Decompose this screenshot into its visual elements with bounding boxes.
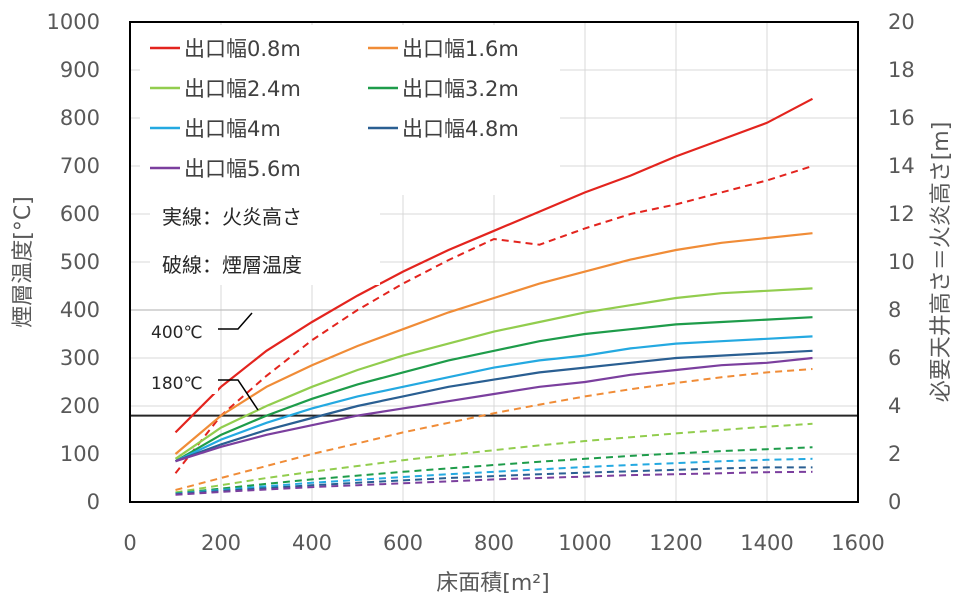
x-tick-labels: 0 200 400 600 800 1000 1200 1400 1600 <box>123 531 884 555</box>
legend-label: 出口幅0.8m <box>184 37 301 61</box>
series-lines <box>174 97 814 496</box>
y-left-tick-label: 0 <box>87 490 100 514</box>
series-smoke-temp-0 <box>174 165 813 474</box>
series-flame-height-4 <box>175 335 813 463</box>
y-left-tick-label: 400 <box>60 298 100 322</box>
legend-label: 出口幅5.6m <box>184 157 301 181</box>
label-180: 180℃ <box>151 374 203 394</box>
x-tick-label: 800 <box>474 531 514 555</box>
x-tick-label: 1200 <box>649 531 702 555</box>
x-tick-label: 1600 <box>831 531 884 555</box>
x-tick-label: 400 <box>292 531 332 555</box>
note-solid-line: 実線：火炎高さ <box>162 205 302 229</box>
series-smoke-temp-6 <box>175 470 813 496</box>
y-left-tick-label: 200 <box>60 394 100 418</box>
series-flame-height-3 <box>174 316 813 463</box>
x-tick-label: 0 <box>123 531 136 555</box>
y-right-tick-label: 0 <box>888 490 901 514</box>
x-tick-label: 600 <box>383 531 423 555</box>
series-smoke-temp-2 <box>175 422 813 494</box>
y-right-tick-label: 12 <box>888 202 915 226</box>
y-right-tick-label: 20 <box>888 10 915 34</box>
x-tick-label: 200 <box>201 531 241 555</box>
legend-label: 出口幅4m <box>184 117 281 141</box>
y-left-tick-label: 700 <box>60 154 100 178</box>
legend-label: 出口幅2.4m <box>184 77 301 101</box>
reference-lines <box>130 309 858 417</box>
y-left-tick-label: 800 <box>60 106 100 130</box>
note-dashed-line: 破線：煙層温度 <box>162 253 302 277</box>
y-left-tick-label: 300 <box>60 346 100 370</box>
x-tick-label: 1000 <box>558 531 611 555</box>
y-right-tick-label: 10 <box>888 250 915 274</box>
leader-180 <box>218 379 259 411</box>
y-right-tick-label: 8 <box>888 298 901 322</box>
note-box <box>150 195 380 285</box>
y-right-tick-label: 16 <box>888 106 915 130</box>
x-axis-title: 床面積[m²] <box>436 571 549 596</box>
label-400-bg <box>146 321 218 343</box>
series-smoke-temp-4 <box>175 457 813 495</box>
legend-label: 出口幅3.2m <box>402 77 519 101</box>
y-right-tick-label: 2 <box>888 442 901 466</box>
y-left-tick-labels: 0 100 200 300 400 500 600 700 800 900 1000 <box>47 10 100 514</box>
series-flame-height-5 <box>175 349 813 463</box>
y-right-tick-label: 6 <box>888 346 901 370</box>
y-left-axis-title: 煙層温度[°C] <box>11 196 36 328</box>
legend: 出口幅0.8m 出口幅1.6m 出口幅2.4m 出口幅3.2m 出口幅4m 出口幅4.8m… <box>150 37 519 181</box>
y-right-tick-label: 14 <box>888 154 915 178</box>
legend-label: 出口幅1.6m <box>402 37 519 61</box>
series-smoke-temp-1 <box>175 368 813 491</box>
label-180-bg <box>146 372 218 394</box>
y-left-tick-label: 100 <box>60 442 100 466</box>
plot-frame <box>129 21 859 503</box>
x-tick-label: 1400 <box>740 531 793 555</box>
y-left-tick-label: 900 <box>60 58 100 82</box>
y-left-tick-label: 500 <box>60 250 100 274</box>
label-400: 400℃ <box>151 323 203 343</box>
series-flame-height-2 <box>174 287 813 460</box>
legend-label: 出口幅4.8m <box>402 117 519 141</box>
series-flame-height-0 <box>174 97 814 434</box>
y-right-tick-label: 4 <box>888 394 901 418</box>
series-flame-height-6 <box>175 356 813 463</box>
series-flame-height-1 <box>174 232 813 455</box>
series-smoke-temp-5 <box>175 466 813 496</box>
y-right-tick-labels: 0 2 4 6 8 10 12 14 16 18 20 <box>888 10 915 514</box>
y-left-tick-label: 1000 <box>47 10 100 34</box>
y-right-axis-title: 必要天井高さ＝火炎高さ[m] <box>929 122 954 403</box>
legend-box <box>140 25 560 195</box>
y-left-tick-label: 600 <box>60 202 100 226</box>
y-right-tick-label: 18 <box>888 58 915 82</box>
series-smoke-temp-3 <box>175 446 813 495</box>
leader-400 <box>218 312 253 330</box>
